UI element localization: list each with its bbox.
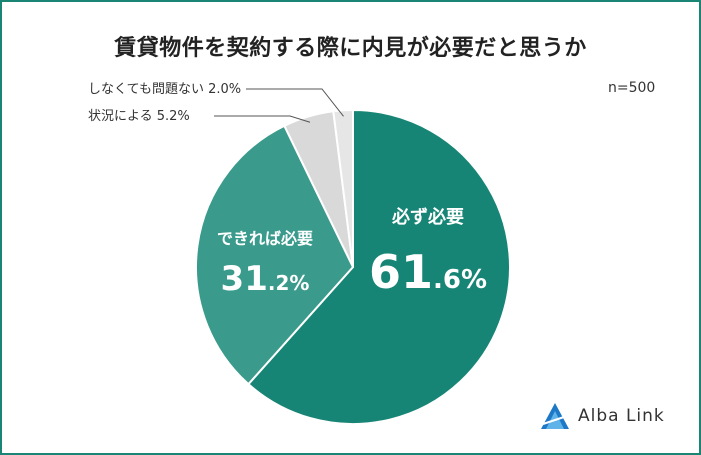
chart-title: 賃貸物件を契約する際に内見が必要だと思うか [114,36,587,61]
pie-slice-2 [195,124,355,386]
leader-line-3 [214,115,311,123]
slice-1-value: 61.6% [369,245,487,299]
logo-text: Alba Link [578,406,665,426]
slice-2-value: 31.2% [221,259,310,299]
pie-slice-1 [247,108,511,425]
slice-3-label: 状況による 5.2% [88,109,190,124]
alba-link-logo: Alba Link [540,402,665,430]
slice-2-label: できれば必要 [217,229,313,248]
leader-line-4 [246,88,344,117]
sample-size-label: n=500 [608,80,656,96]
logo-icon [541,403,569,429]
slice-1-label: 必ず必要 [391,206,464,228]
pie-slice-4 [332,108,354,268]
slice-4-label: しなくても問題ない 2.0% [88,82,241,97]
